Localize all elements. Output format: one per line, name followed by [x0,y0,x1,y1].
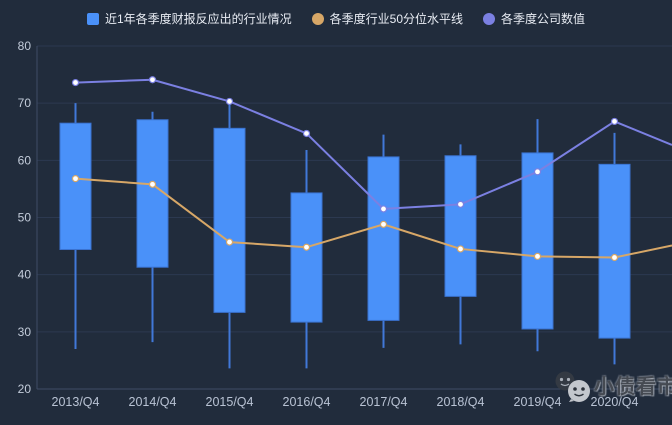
y-axis-label: 60 [18,153,32,167]
percentile-line-marker[interactable] [71,175,80,183]
candlestick-box[interactable] [521,152,554,330]
legend-circle-icon [483,13,496,25]
y-axis-label: 70 [18,96,32,110]
y-axis-label: 40 [18,268,32,282]
company-line-marker[interactable] [456,200,465,208]
x-axis-label: 2016/Q4 [283,395,331,409]
x-axis-label: 2017/Q4 [360,395,408,409]
x-axis-label: 2019/Q4 [514,395,562,409]
percentile-line-marker[interactable] [148,180,157,188]
company-line-marker[interactable] [71,78,80,87]
company-line-marker[interactable] [533,168,542,176]
company-line-marker[interactable] [302,129,311,138]
x-axis-label: 2020/Q4 [591,395,639,409]
company-line-marker[interactable] [225,97,234,106]
company-line-marker[interactable] [379,205,388,213]
legend-item-label: 各季度行业50分位水平线 [329,12,464,26]
y-axis-label: 30 [18,325,32,339]
legend-item-percentile-line[interactable]: 各季度行业50分位水平线 [311,12,464,26]
candlestick-box[interactable] [598,163,631,339]
chart-legend: 近1年各季度财报反应出的行业情况 各季度行业50分位水平线 各季度公司数值 [0,9,672,29]
candlestick-box[interactable] [367,156,400,321]
x-axis-label: 2018/Q4 [437,395,485,409]
candlestick-box[interactable] [444,155,477,297]
company-line-marker[interactable] [610,117,619,126]
company-line-marker[interactable] [148,76,157,84]
legend-circle-icon [311,13,324,25]
legend-item-industry-range[interactable]: 近1年各季度财报反应出的行业情况 [86,12,292,26]
percentile-line-marker[interactable] [225,238,234,246]
legend-item-label: 近1年各季度财报反应出的行业情况 [104,12,292,26]
x-axis-label: 2015/Q4 [206,395,254,409]
x-axis-label: 2014/Q4 [129,395,177,409]
percentile-line-marker[interactable] [456,245,465,253]
x-axis-label: 2013/Q4 [52,395,100,409]
legend-item-label: 各季度公司数值 [501,12,586,26]
y-axis-label: 50 [18,211,32,225]
y-axis-label: 80 [18,39,32,53]
candlestick-box[interactable] [59,122,92,251]
percentile-line-marker[interactable] [533,252,542,260]
legend-square-icon [86,13,99,25]
percentile-line-marker[interactable] [610,253,619,262]
legend-item-company-value[interactable]: 各季度公司数值 [483,12,585,26]
candlestick-box[interactable] [136,119,169,268]
percentile-line-marker[interactable] [379,220,388,228]
percentile-line-marker[interactable] [302,243,311,251]
candlestick-box[interactable] [213,127,246,313]
candlestick-box[interactable] [290,192,323,323]
y-axis-label: 20 [18,382,32,396]
